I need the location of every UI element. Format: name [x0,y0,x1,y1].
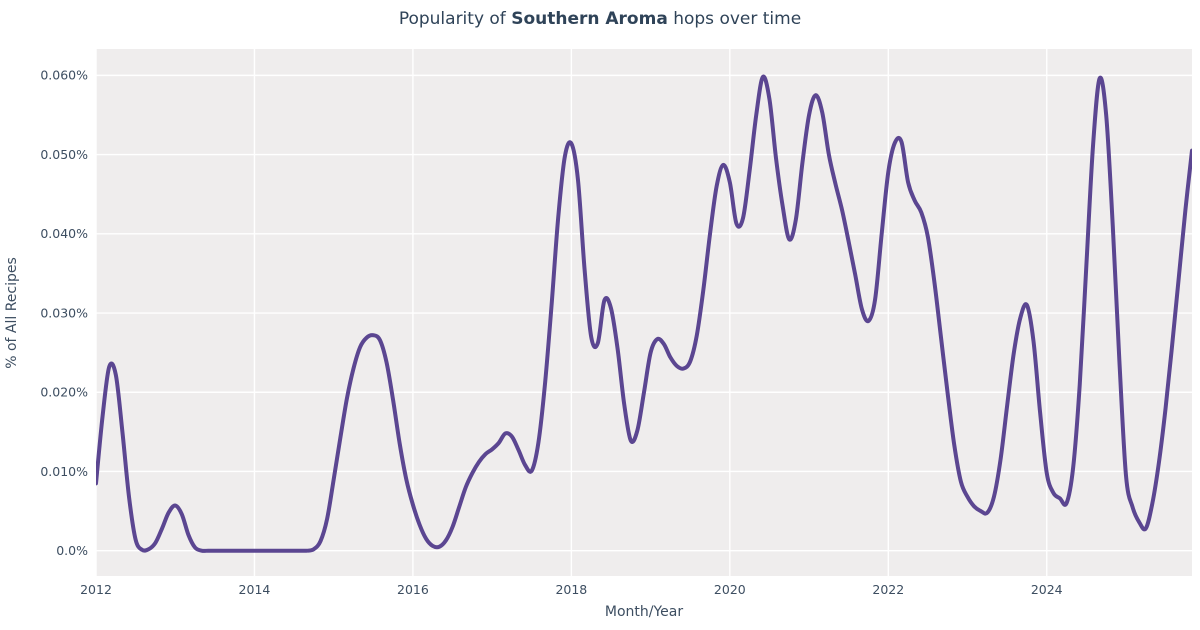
x-tick-label: 2016 [397,582,429,597]
x-tick-label: 2020 [714,582,746,597]
y-tick-label: 0.020% [40,385,88,400]
popularity-trend-line [96,74,1192,553]
y-tick-label: 0.040% [40,226,88,241]
x-tick-label: 2012 [80,582,112,597]
chart-title-hop-name: Southern Aroma [511,9,668,29]
chart-title-prefix: Popularity of [398,9,512,29]
y-tick-label: 0.010% [40,464,88,479]
y-axis-title: % of All Recipes [4,257,20,369]
x-tick-label: 2018 [555,582,587,597]
y-tick-label: 0.030% [40,305,88,320]
y-tick-label: 0.050% [40,147,88,162]
x-axis-title: Month/Year [604,604,684,620]
y-tick-label: 0.060% [40,68,88,83]
chart-title: Popularity of Southern Aroma hops over t… [0,8,1200,30]
y-tick-label: 0.0% [56,543,88,558]
x-tick-label: 2024 [1031,582,1063,597]
x-tick-label: 2014 [239,582,271,597]
chart-title-suffix: hops over time [667,9,802,29]
x-tick-label: 2022 [872,582,904,597]
